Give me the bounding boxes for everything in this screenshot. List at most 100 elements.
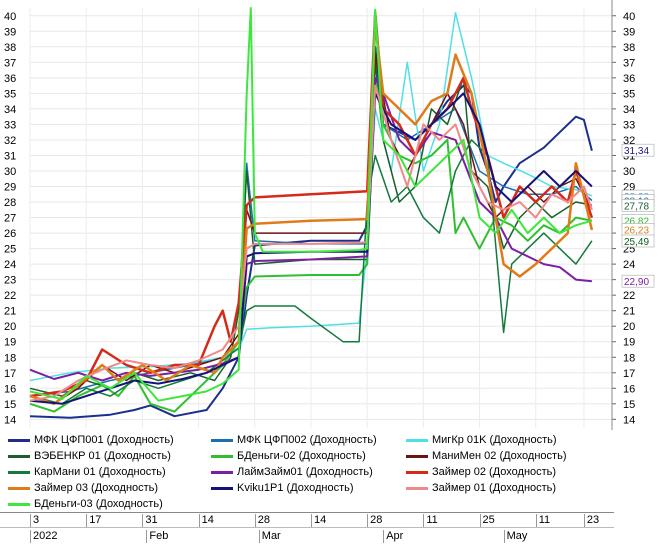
legend-label: ЛаймЗайм01 (Доходность) — [237, 466, 373, 478]
legend-item: Займер 01 (Доходность) — [406, 480, 556, 496]
series-layer — [29, 7, 594, 419]
y-tick-label-left: 21 — [4, 306, 16, 318]
series-line-12 — [29, 84, 593, 402]
legend-item: Займер 02 (Доходность) — [406, 464, 556, 480]
legend-swatch — [211, 486, 233, 490]
y-tick-label-left: 32 — [4, 135, 16, 147]
series-line-13 — [29, 7, 593, 402]
series-line-1 — [29, 45, 593, 419]
legend-swatch — [211, 454, 233, 458]
y-tick-label-left: 19 — [4, 337, 16, 349]
legend: МФК ЦФП001 (Доходность) МФК ЦФП002 (Доход… — [0, 430, 658, 512]
value-label: 31,34 — [624, 146, 649, 157]
y-tick-label-left: 29 — [4, 182, 16, 194]
legend-label: МигКр 01K (Доходность) — [432, 434, 557, 446]
y-tick-label-left: 31 — [4, 150, 16, 162]
x-axis: 3 17 31 14 28 14 28 11 25 11 23 2022 Feb Mar Apr May — [0, 512, 658, 545]
legend-item: МФК ЦФП002 (Доходность) — [211, 432, 377, 448]
legend-label: Займер 01 (Доходность) — [432, 482, 557, 494]
legend-label: МаниМен 02 (Доходность) — [432, 450, 567, 462]
legend-item: МФК ЦФП001 (Доходность) — [8, 432, 174, 448]
x-month-label: Apr — [383, 530, 403, 543]
value-label-box — [621, 199, 655, 212]
legend-swatch — [8, 470, 30, 474]
y-tick-label-left: 17 — [4, 368, 16, 380]
legend-swatch — [8, 502, 30, 506]
y-tick-label-left: 36 — [4, 73, 16, 85]
grid-lines — [29, 8, 612, 428]
y-tick-label-left: 39 — [4, 26, 16, 38]
x-tick-label: 14 — [310, 514, 326, 527]
value-label: 26,23 — [624, 226, 649, 237]
y-tick-label-right: 18 — [623, 352, 635, 364]
legend-swatch — [406, 454, 428, 458]
y-tick-label-left: 26 — [4, 228, 16, 240]
y-tick-label-right: 17 — [623, 368, 635, 380]
y-tick-label-right: 39 — [623, 26, 635, 38]
legend-label: БДеньги-03 (Доходность) — [34, 498, 163, 510]
legend-swatch — [8, 454, 30, 458]
y-tick-label-left: 24 — [4, 259, 16, 271]
x-tick-label: 31 — [142, 514, 158, 527]
x-tick-label: 23 — [583, 514, 599, 527]
y-tick-label-left: 35 — [4, 88, 16, 100]
x-month-label: May — [503, 530, 527, 543]
value-label: 27,78 — [624, 201, 649, 212]
value-label: 25,49 — [624, 237, 649, 248]
x-tick-label: 11 — [423, 514, 438, 527]
x-month-label: 2022 — [30, 530, 57, 543]
y-tick-label-right: 40 — [623, 11, 635, 23]
y-tick-label-left: 34 — [4, 104, 16, 116]
legend-label: МФК ЦФП002 (Доходность) — [237, 434, 377, 446]
y-tick-label-left: 28 — [4, 197, 16, 209]
y-tick-label-right: 38 — [623, 42, 635, 54]
y-tick-label-left: 37 — [4, 57, 16, 69]
y-tick-label-left: 22 — [4, 290, 16, 302]
value-label-box — [621, 274, 655, 288]
y-tick-label-left: 20 — [4, 321, 16, 333]
plot-background — [0, 0, 658, 430]
y-tick-label-left: 30 — [4, 166, 16, 178]
y-tick-label-right: 19 — [623, 337, 635, 349]
x-tick-label: 14 — [198, 514, 214, 527]
legend-swatch — [406, 486, 428, 490]
legend-swatch — [406, 438, 428, 442]
legend-label: Займер 02 (Доходность) — [432, 466, 557, 478]
y-tick-label-left: 14 — [4, 414, 16, 426]
y-tick-label-left: 18 — [4, 352, 16, 364]
legend-label: ВЭБЕНКР 01 (Доходность) — [34, 450, 171, 462]
value-label-box — [621, 234, 655, 248]
y-tick-label-right: 20 — [623, 321, 635, 333]
y-tick-label-right: 14 — [623, 414, 635, 426]
y-tick-label-right: 24 — [623, 259, 635, 271]
legend-item: ВЭБЕНКР 01 (Доходность) — [8, 448, 171, 464]
y-tick-label-left: 38 — [4, 42, 16, 54]
legend-item: Займер 03 (Доходность) — [8, 480, 158, 496]
legend-item: БДеньги-03 (Доходность) — [8, 496, 163, 512]
legend-item: МигКр 01K (Доходность) — [406, 432, 557, 448]
legend-item: КарМани 01 (Доходность) — [8, 464, 166, 480]
legend-swatch — [211, 470, 233, 474]
y-tick-label-right: 35 — [623, 88, 635, 100]
y-tick-label-left: 40 — [4, 11, 16, 23]
y-tick-label-right: 34 — [623, 104, 635, 116]
y-tick-label-left: 15 — [4, 399, 16, 411]
y-tick-label-left: 25 — [4, 244, 16, 256]
legend-label: Kviku1P1 (Доходность) — [237, 482, 354, 494]
y-tick-label-right: 37 — [623, 57, 635, 69]
y-tick-label-right: 21 — [623, 306, 635, 318]
legend-swatch — [211, 438, 233, 442]
y-tick-label-left: 33 — [4, 119, 16, 131]
y-tick-label-right: 30 — [623, 166, 635, 178]
y-tick-label-left: 23 — [4, 275, 16, 287]
x-tick-label: 28 — [254, 514, 270, 527]
x-tick-label: 3 — [30, 514, 39, 527]
y-tick-label-left: 16 — [4, 383, 16, 395]
legend-label: Займер 03 (Доходность) — [34, 482, 159, 494]
legend-label: КарМани 01 (Доходность) — [34, 466, 166, 478]
y-tick-label-right: 33 — [623, 119, 635, 131]
legend-item: ЛаймЗайм01 (Доходность) — [211, 464, 373, 480]
x-axis-month-row: 2022 Feb Mar Apr May — [0, 527, 614, 544]
legend-swatch — [406, 470, 428, 474]
